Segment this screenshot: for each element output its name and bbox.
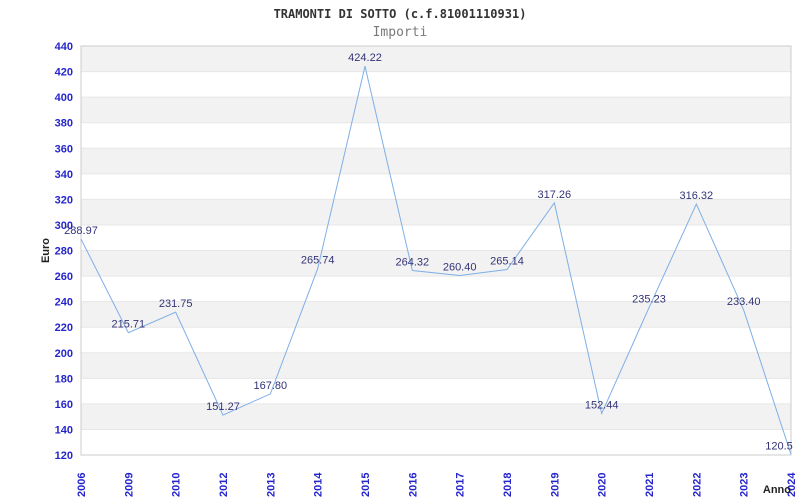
grid-band [81,46,791,72]
data-point-label: 265.74 [301,255,335,267]
data-point-label: 235.23 [632,294,666,306]
grid-band [81,250,791,277]
data-point-label: 264.32 [396,257,430,269]
data-point-label: 424.22 [348,52,382,64]
grid-band [81,97,791,123]
data-point-label: 167.80 [254,380,288,392]
y-tick-label: 200 [55,348,73,360]
grid-band [81,403,791,430]
data-line [80,66,792,455]
grid-band [81,301,791,328]
grid-band [81,148,791,174]
x-tick-label: 2017 [455,473,467,497]
x-tick-label: 2009 [123,473,135,497]
y-tick-label: 220 [55,322,73,334]
y-tick-label: 440 [55,41,73,53]
data-point-label: 265.14 [490,255,524,267]
y-tick-label: 340 [55,169,73,181]
data-point-label: 120.5 [765,440,793,452]
x-tick-label: 2024 [786,472,798,497]
x-tick-label: 2020 [597,473,609,497]
x-tick-label: 2010 [171,473,183,497]
y-axis-title: Euro [40,238,52,263]
grid-band [81,199,791,225]
data-point-label: 316.32 [680,190,714,202]
y-tick-label: 420 [55,67,73,79]
data-point-label: 151.27 [206,401,240,413]
plot-border [80,45,792,456]
y-tick-label: 280 [55,246,73,258]
data-point-label: 152.44 [585,400,619,412]
y-tick-label: 140 [55,424,73,436]
x-tick-label: 2023 [739,473,751,497]
y-tick-label: 260 [55,271,73,283]
y-tick-label: 320 [55,194,73,206]
x-tick-label: 2015 [360,473,372,497]
y-tick-label: 400 [55,92,73,104]
x-tick-label: 2019 [549,473,561,497]
x-tick-label: 2016 [407,473,419,497]
y-tick-label: 300 [55,220,73,232]
x-tick-label: 2012 [218,473,230,497]
grid-band [81,352,791,379]
y-tick-label: 160 [55,399,73,411]
data-point-label: 233.40 [727,296,761,308]
data-point-label: 260.40 [443,262,477,274]
chart-subtitle: Importi [372,25,428,40]
y-tick-label: 120 [55,450,73,462]
data-point-label: 317.26 [538,189,572,201]
x-axis-title: Anno [763,484,791,496]
x-tick-label: 2021 [644,473,656,497]
x-tick-label: 2022 [691,473,703,497]
y-tick-label: 240 [55,297,73,309]
y-tick-label: 180 [55,373,73,385]
x-tick-label: 2013 [265,473,277,497]
x-tick-label: 2006 [76,473,88,497]
y-tick-label: 380 [55,118,73,130]
data-point-label: 231.75 [159,298,193,310]
y-tick-label: 360 [55,143,73,155]
data-point-label: 288.97 [64,225,98,237]
x-tick-label: 2014 [313,472,325,497]
x-tick-label: 2018 [502,473,514,497]
chart-title: TRAMONTI DI SOTTO (c.f.81001110931) [273,7,527,21]
data-point-label: 215.71 [112,319,146,331]
